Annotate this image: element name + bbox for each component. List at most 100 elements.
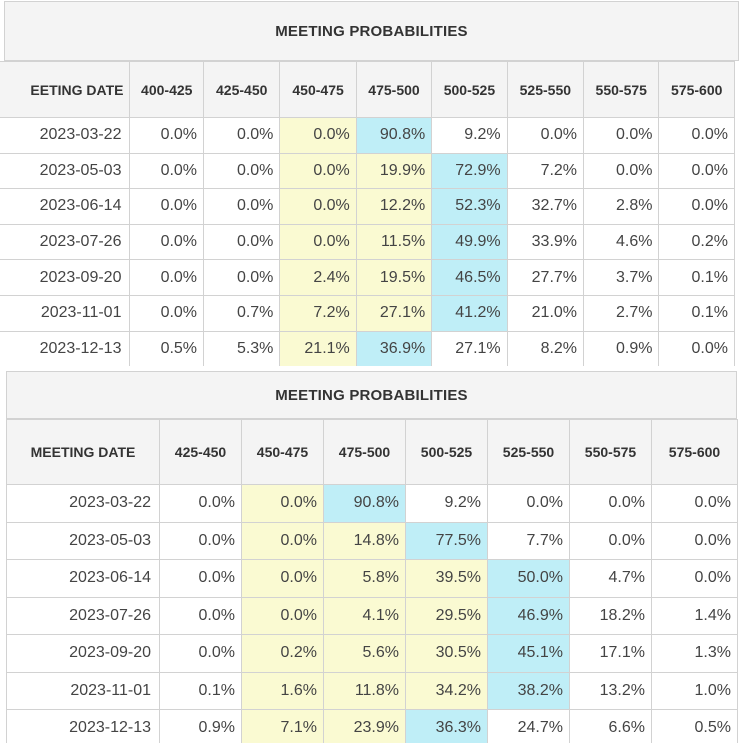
probability-cell: 0.0% [203,117,281,154]
probability-cell: 0.0% [658,330,735,366]
probability-cell: 5.8% [323,559,406,598]
probability-cell: 0.0% [129,294,205,332]
probability-cell: 4.1% [323,596,406,635]
probability-cell: 7.1% [241,709,324,743]
meeting-date-cell: 2023-12-13 [6,709,160,743]
probability-cell: 0.0% [203,259,281,296]
column-header-450-475: 450-475 [241,419,324,485]
probability-cell: 0.0% [129,188,205,225]
probability-cell: 0.0% [658,117,735,154]
probability-cell: 0.0% [583,152,660,190]
probability-cell: 0.0% [658,188,735,225]
table-row: 2023-11-01 0.1% 1.6% 11.8% 34.2% 38.2% 13.2% 1.… [6,671,738,710]
probability-cell: 7.2% [506,152,585,190]
probability-cell: 18.2% [569,596,652,635]
probability-cell: 38.2% [487,671,570,710]
probability-cell: 6.6% [569,709,652,743]
probability-cell: 21.0% [506,294,585,332]
probability-cell: 77.5% [405,521,488,560]
probability-cell: 21.1% [279,330,357,366]
column-header-575-600: 575-600 [658,61,735,118]
probability-cell: 0.0% [159,559,242,598]
probability-cell: 14.8% [323,521,406,560]
probability-cell: 0.0% [129,152,205,190]
probability-cell: 0.0% [241,559,324,598]
probability-cell: 0.0% [129,259,205,296]
probability-cell: 29.5% [405,596,488,635]
meeting-date-cell: 2023-07-26 [6,596,160,635]
meeting-probabilities-panel-2: MEETING PROBABILITIES MEETING DATE 425-45… [0,368,743,743]
probability-cell: 0.7% [203,294,281,332]
probability-cell: 0.0% [583,117,660,154]
probability-cell: 23.9% [323,709,406,743]
probability-cell: 5.3% [203,330,281,366]
meeting-date-cell: 2023-06-14 [6,559,160,598]
probability-cell: 90.8% [323,484,406,523]
column-header-550-575: 550-575 [569,419,652,485]
table-row: 2023-05-03 0.0% 0.0% 0.0% 19.9% 72.9% 7.2% 0.0%… [0,152,735,190]
probability-cell: 9.2% [431,117,508,154]
table-row: 2023-07-26 0.0% 0.0% 0.0% 11.5% 49.9% 33.9% 4.6… [0,223,735,261]
column-header-meeting-date: MEETING DATE [6,419,160,485]
table-row: 2023-09-20 0.0% 0.0% 2.4% 19.5% 46.5% 27.7% 3.7… [0,259,735,296]
column-header-475-500: 475-500 [355,61,433,118]
probability-cell: 52.3% [431,188,508,225]
probability-cell: 0.0% [241,596,324,635]
probability-cell: 5.6% [323,634,406,673]
panel-title: MEETING PROBABILITIES [4,1,739,61]
probability-cell: 0.2% [658,223,735,261]
meeting-date-cell: 2023-11-01 [0,294,131,332]
probability-cell: 0.0% [241,484,324,523]
probability-cell: 0.0% [159,596,242,635]
meeting-date-cell: 2023-03-22 [0,117,131,154]
probability-cell: 90.8% [355,117,433,154]
probability-cell: 0.0% [506,117,585,154]
probability-cell: 11.5% [355,223,433,261]
probability-cell: 36.9% [355,330,433,366]
probability-cell: 36.3% [405,709,488,743]
probability-cell: 45.1% [487,634,570,673]
probability-cell: 0.0% [569,484,652,523]
column-header-400-425: 400-425 [129,61,205,118]
column-header-475-500: 475-500 [323,419,406,485]
probability-cell: 46.5% [431,259,508,296]
meeting-date-cell: 2023-09-20 [0,259,131,296]
column-header-425-450: 425-450 [203,61,281,118]
probability-cell: 0.0% [651,484,738,523]
column-header-500-525: 500-525 [405,419,488,485]
probability-cell: 27.1% [431,330,508,366]
column-header-550-575: 550-575 [583,61,660,118]
probability-cell: 8.2% [506,330,585,366]
probability-cell: 0.0% [203,188,281,225]
probabilities-table-2: MEETING DATE 425-450 450-475 475-500 500-525… [6,419,738,743]
probability-cell: 0.0% [487,484,570,523]
probability-cell: 2.4% [279,259,357,296]
meeting-date-cell: 2023-05-03 [6,521,160,560]
probability-cell: 12.2% [355,188,433,225]
meeting-date-cell: 2023-05-03 [0,152,131,190]
probability-cell: 1.3% [651,634,738,673]
meeting-probabilities-panel-1: MEETING PROBABILITIES EETING DATE 400-425… [0,0,743,366]
probability-cell: 0.0% [279,188,357,225]
table-row: 2023-06-14 0.0% 0.0% 0.0% 12.2% 52.3% 32.7% 2.8… [0,188,735,225]
probability-cell: 2.8% [583,188,660,225]
probability-cell: 41.2% [431,294,508,332]
table-row: 2023-07-26 0.0% 0.0% 4.1% 29.5% 46.9% 18.2% 1.4… [6,596,738,635]
probability-cell: 0.0% [651,521,738,560]
probability-cell: 0.0% [159,634,242,673]
probability-cell: 0.9% [583,330,660,366]
table-row: 2023-11-01 0.0% 0.7% 7.2% 27.1% 41.2% 21.0% 2.7… [0,294,735,332]
table-row: 2023-06-14 0.0% 0.0% 5.8% 39.5% 50.0% 4.7% 0.0% [6,559,738,598]
probability-cell: 19.9% [355,152,433,190]
probability-cell: 46.9% [487,596,570,635]
column-header-575-600: 575-600 [651,419,738,485]
meeting-date-cell: 2023-12-13 [0,330,131,366]
probability-cell: 17.1% [569,634,652,673]
probability-cell: 4.7% [569,559,652,598]
column-header-425-450: 425-450 [159,419,242,485]
probability-cell: 0.9% [159,709,242,743]
probability-cell: 0.0% [129,223,205,261]
probability-cell: 13.2% [569,671,652,710]
probability-cell: 3.7% [583,259,660,296]
probability-cell: 0.0% [129,117,205,154]
